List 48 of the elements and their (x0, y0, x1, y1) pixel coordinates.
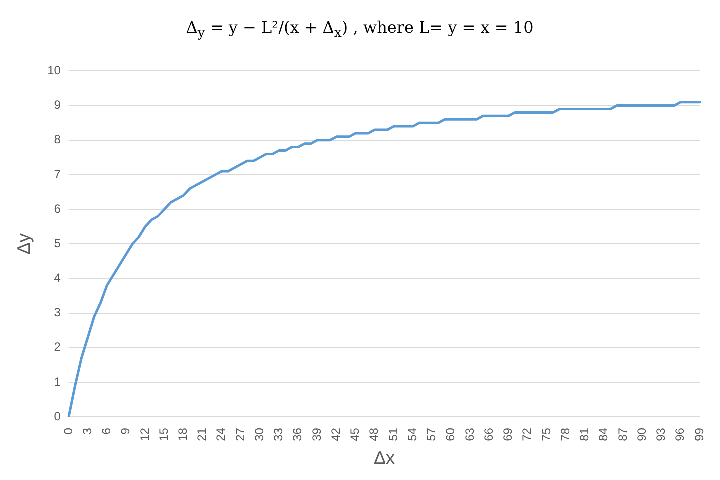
x-tick-label: 96 (673, 428, 688, 442)
x-tick-label: 6 (100, 428, 114, 435)
y-tick-label: 1 (54, 374, 62, 389)
x-tick-label: 21 (195, 428, 210, 442)
x-tick-label: 60 (444, 428, 458, 442)
x-tick-label: 51 (386, 428, 400, 442)
y-tick-label: 4 (54, 271, 62, 286)
y-tick-label: 6 (54, 202, 62, 216)
x-tick-label: 0 (61, 428, 76, 435)
x-tick-label: 36 (290, 428, 305, 442)
y-axis-title: Δy (14, 234, 34, 255)
x-tick-label: 63 (462, 428, 477, 442)
x-tick-label: 30 (252, 428, 266, 442)
x-tick-label: 27 (233, 428, 248, 442)
x-tick-label: 93 (654, 428, 668, 442)
y-tick-label: 3 (54, 306, 62, 320)
x-tick-label: 15 (156, 428, 171, 442)
x-tick-label: 42 (328, 428, 343, 442)
x-tick-label: 33 (272, 428, 286, 442)
y-tick-label: 9 (54, 98, 62, 112)
x-tick-label: 3 (80, 428, 94, 435)
x-tick-label: 39 (310, 428, 324, 442)
x-tick-label: 45 (348, 428, 362, 442)
x-tick-label: 66 (482, 428, 496, 442)
x-tick-label: 75 (539, 428, 554, 442)
x-tick-label: 18 (176, 428, 190, 442)
x-tick-label: 9 (118, 428, 133, 435)
x-tick-label: 12 (138, 428, 152, 442)
x-tick-label: 48 (367, 428, 382, 442)
x-tick-label: 84 (596, 428, 611, 442)
x-tick-label: 69 (501, 428, 516, 442)
y-tick-label: 10 (48, 64, 62, 78)
y-tick-label: 8 (54, 132, 62, 147)
y-tick-label: 0 (54, 409, 62, 424)
x-tick-label: 87 (616, 428, 630, 442)
chart-title: Δ$_{y}$ = y − L²/(x + Δ$_{x}$) , where L= y = x = 10 (185, 17, 535, 44)
x-tick-label: 78 (558, 428, 572, 442)
y-tick-label: 2 (54, 340, 62, 354)
x-axis-title: Δx (374, 448, 395, 468)
x-tick-label: 99 (692, 428, 706, 442)
x-tick-label: 54 (405, 428, 420, 442)
x-tick-label: 24 (214, 428, 228, 442)
x-tick-label: 81 (578, 428, 592, 442)
y-tick-label: 5 (54, 236, 62, 250)
x-tick-label: 57 (424, 428, 439, 442)
x-tick-label: 72 (520, 428, 534, 442)
x-tick-label: 90 (634, 428, 649, 442)
y-tick-label: 7 (54, 167, 62, 182)
